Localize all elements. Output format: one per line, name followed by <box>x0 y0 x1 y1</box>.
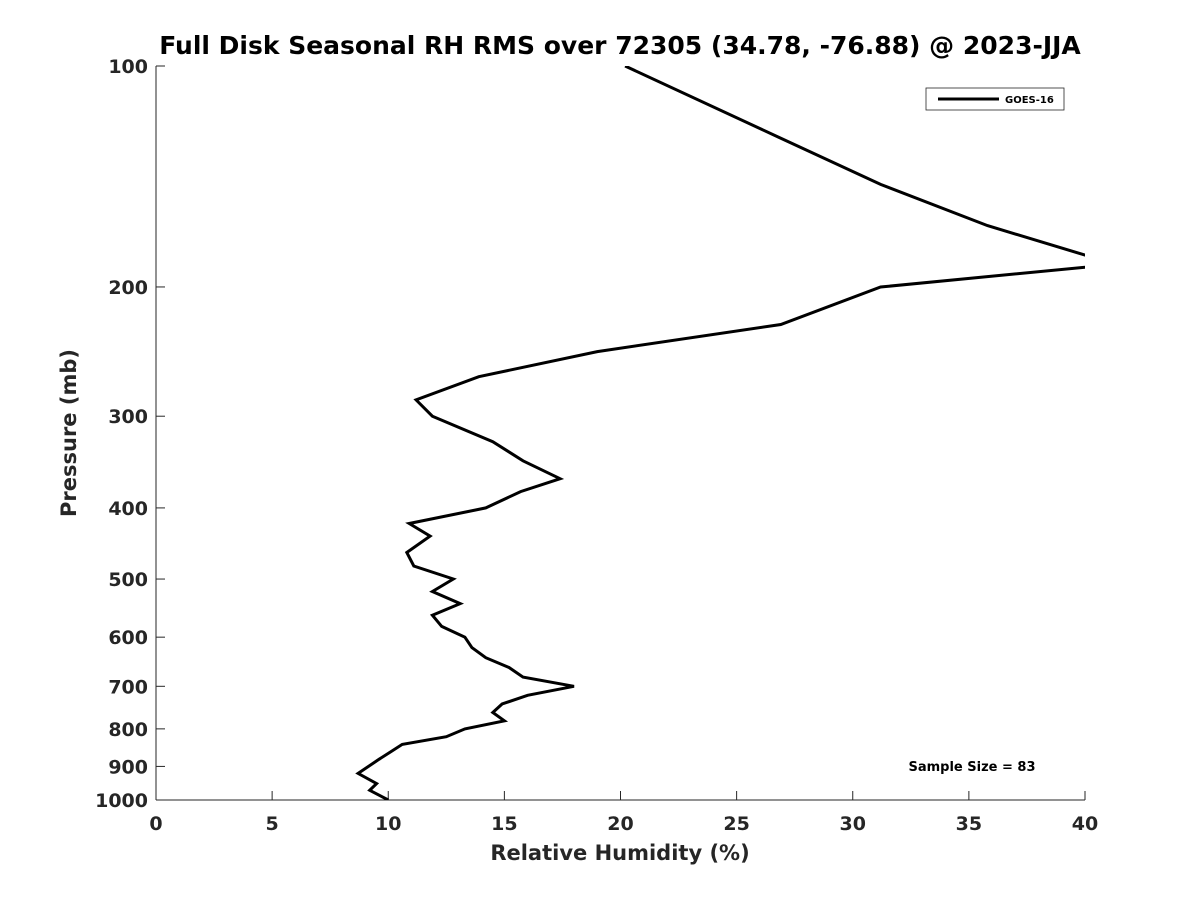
x-tick-label: 35 <box>956 813 982 835</box>
x-tick-label: 5 <box>266 813 279 835</box>
x-tick-label: 40 <box>1072 813 1098 835</box>
y-tick-label: 500 <box>108 569 148 591</box>
x-tick-label: 10 <box>375 813 401 835</box>
y-tick-label: 300 <box>108 406 148 428</box>
y-tick-label: 400 <box>108 498 148 520</box>
legend: GOES-16 <box>925 87 1065 111</box>
series-line-goes-16 <box>355 66 1085 800</box>
y-tick-label: 100 <box>108 56 148 78</box>
y-tick-label: 800 <box>108 719 148 741</box>
sample-size-note: Sample Size = 83 <box>908 760 1035 775</box>
y-axis-label: Pressure (mb) <box>57 349 81 517</box>
x-tick-label: 15 <box>491 813 517 835</box>
chart-title: Full Disk Seasonal RH RMS over 72305 (34… <box>159 31 1081 60</box>
x-tick-label: 30 <box>840 813 866 835</box>
y-tick-label: 600 <box>108 627 148 649</box>
x-axis-label: Relative Humidity (%) <box>490 841 749 865</box>
x-tick-label: 25 <box>723 813 749 835</box>
series-layer <box>355 66 1085 800</box>
y-tick-label: 700 <box>108 676 148 698</box>
x-ticks: 0 5 10 15 20 25 30 35 40 <box>149 791 1098 835</box>
y-tick-label: 900 <box>108 756 148 778</box>
x-tick-label: 20 <box>607 813 633 835</box>
x-tick-label: 0 <box>149 813 162 835</box>
y-tick-label: 1000 <box>95 790 148 812</box>
y-ticks: 100 200 300 400 500 600 700 800 900 1000 <box>95 56 165 812</box>
plot-area <box>156 66 1085 800</box>
legend-label-goes-16: GOES-16 <box>1005 95 1054 106</box>
y-tick-label: 200 <box>108 277 148 299</box>
